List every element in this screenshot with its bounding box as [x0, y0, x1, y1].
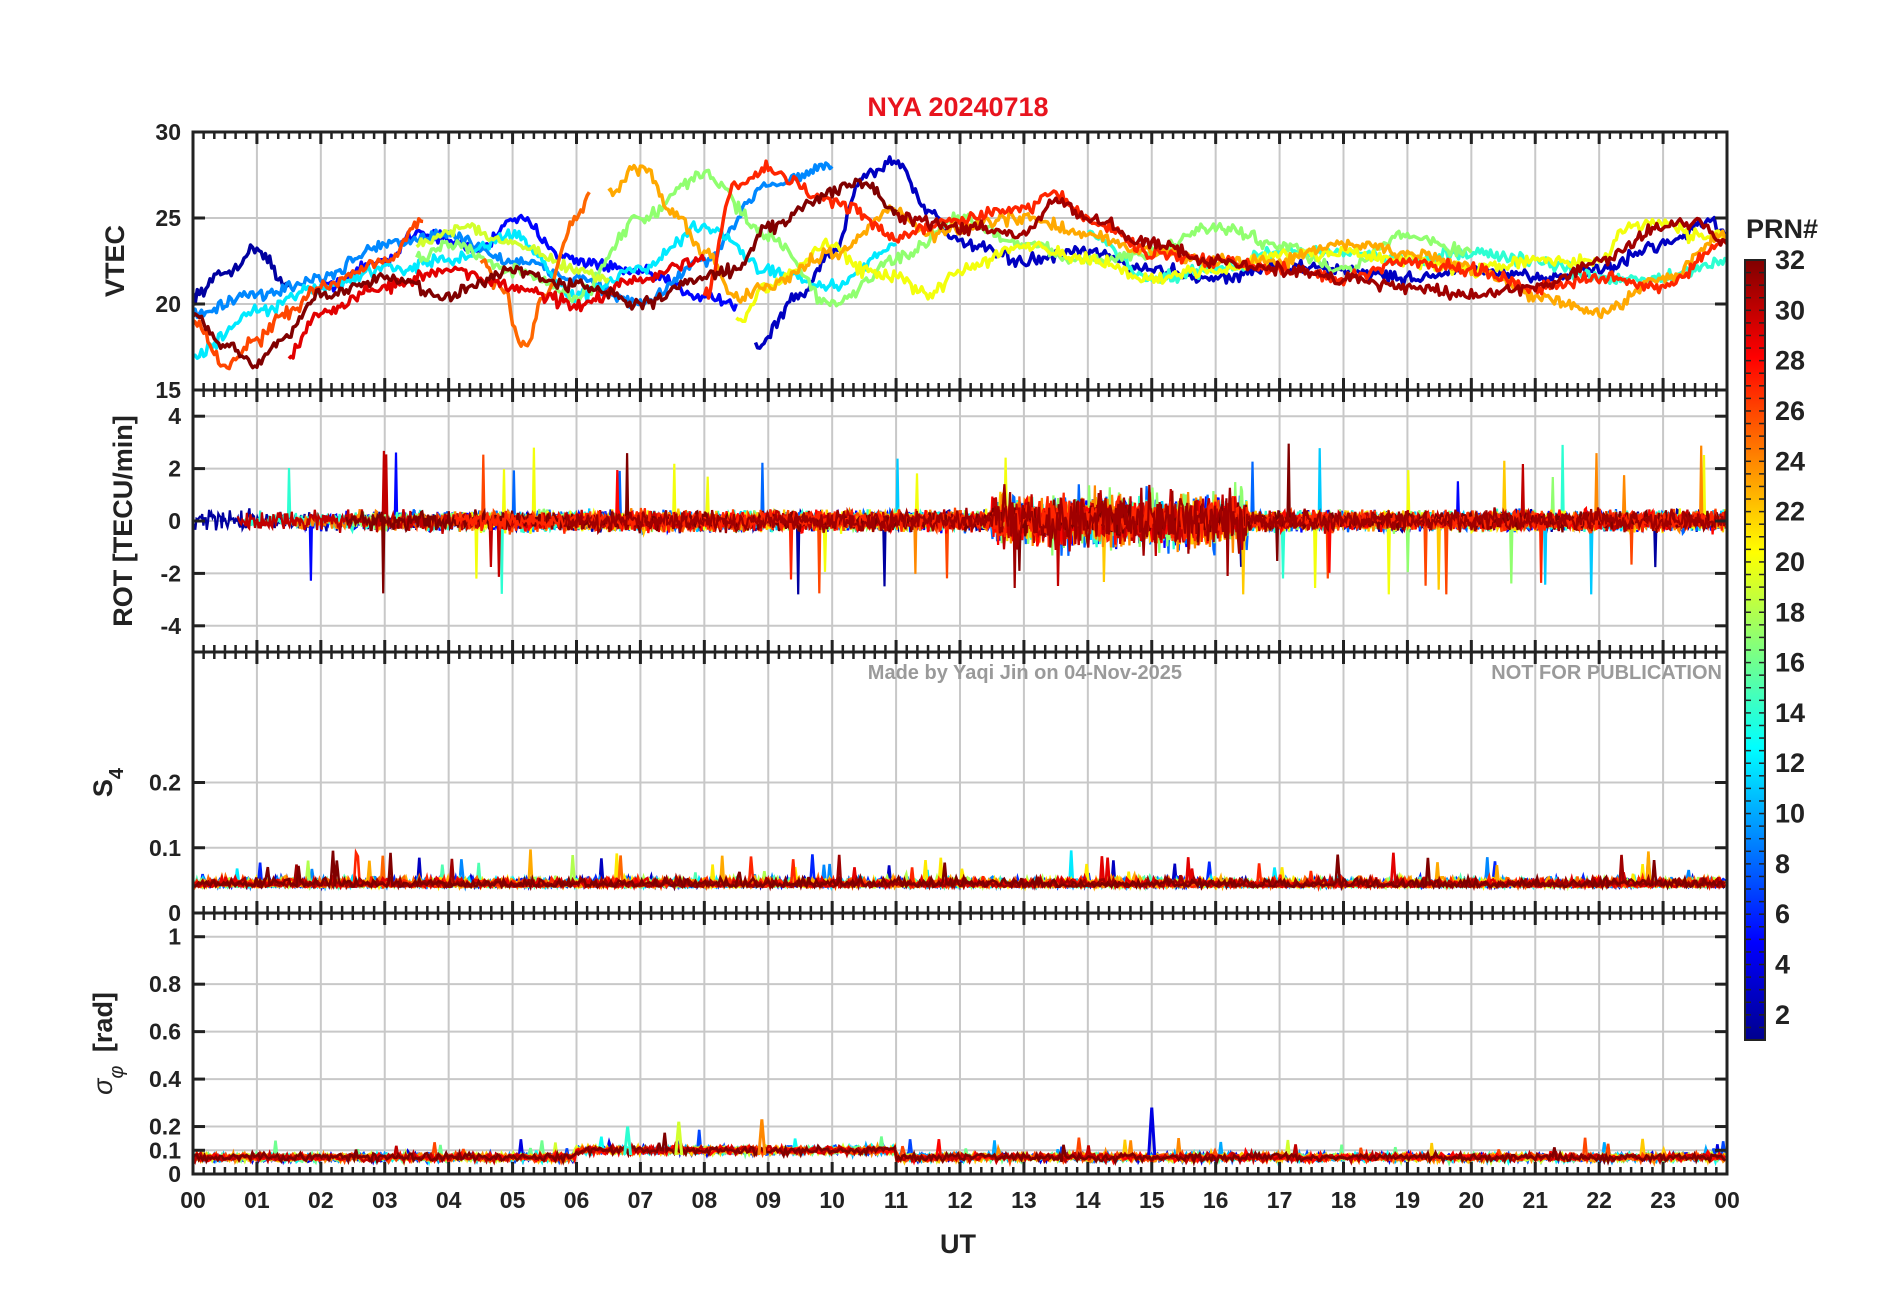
x-tick-label: 00: [1714, 1187, 1740, 1213]
x-tick-label: 01: [244, 1187, 270, 1213]
watermark-author: Made by Yaqi Jin on 04-Nov-2025: [868, 662, 1182, 684]
x-tick-label: 00: [180, 1187, 206, 1213]
y-tick-label: 20: [155, 291, 181, 317]
y-tick-label: 25: [155, 205, 181, 231]
sigma-phi-spike: [623, 1126, 633, 1156]
sigma-phi-series-prn-32: [193, 1132, 1727, 1167]
x-tick-label: 05: [500, 1187, 526, 1213]
x-tick-label: 20: [1459, 1187, 1485, 1213]
y-tick-label: -4: [161, 613, 182, 639]
s4-series-prn-32: [193, 850, 1726, 892]
y-axis-label-rot: ROT [TECU/min]: [108, 415, 138, 626]
y-tick-label: 0.1: [149, 1137, 181, 1163]
colorbar-tick-label: 22: [1775, 497, 1805, 527]
colorbar-tick-label: 26: [1775, 396, 1805, 426]
colorbar-tick-label: 20: [1775, 547, 1805, 577]
vtec-series-prn-19: [415, 222, 610, 284]
x-tick-label: 07: [628, 1187, 654, 1213]
y-tick-label: 0: [168, 508, 181, 534]
colorbar-tick-label: 16: [1775, 648, 1805, 678]
x-tick-label: 09: [755, 1187, 781, 1213]
sigma-phi-spike: [674, 1121, 684, 1156]
y-tick-label: 0.2: [149, 770, 181, 796]
y-tick-label: 30: [155, 119, 181, 145]
watermark-notice: NOT FOR PUBLICATION: [1491, 662, 1722, 684]
vtec-plot-area: [193, 155, 1727, 371]
colorbar-tick-label: 10: [1775, 799, 1805, 829]
vtec-series-prn-31: [895, 196, 1727, 301]
axes-frame: [191, 911, 1729, 1176]
x-axis-label: UT: [940, 1229, 976, 1259]
y-tick-label: 1: [168, 924, 181, 950]
chart-title: NYA 20240718: [867, 92, 1048, 122]
sigma-phi-plot-area: [193, 1107, 1727, 1168]
sigma-phi-spike: [757, 1119, 767, 1156]
x-tick-label: 04: [436, 1187, 462, 1213]
x-tick-label: 19: [1395, 1187, 1421, 1213]
y-tick-label: 0: [168, 1161, 181, 1187]
y-axis-label-vtec: VTEC: [100, 225, 130, 297]
colorbar-tick-label: 6: [1775, 899, 1790, 929]
colorbar-tick-label: 2: [1775, 1000, 1790, 1030]
rot-plot-area: [193, 443, 1727, 595]
y-tick-label: 0.4: [149, 1066, 181, 1092]
y-tick-label: 4: [168, 403, 181, 429]
rot-series-prn-31: [563, 484, 1727, 589]
y-tick-label: 0.1: [149, 835, 181, 861]
x-tick-label: 15: [1139, 1187, 1165, 1213]
s4-plot-area: [193, 848, 1727, 892]
s4-panel: 0 0.1 0.2 S4: [88, 650, 1729, 926]
y-tick-label: 2: [168, 456, 181, 482]
colorbar-tick-label: 12: [1775, 748, 1805, 778]
colorbar-tick-label: 14: [1775, 698, 1805, 728]
x-tick-label: 16: [1203, 1187, 1229, 1213]
y-tick-label: -2: [161, 560, 181, 586]
x-tick-label: 14: [1075, 1187, 1101, 1213]
x-tick-label: 21: [1522, 1187, 1548, 1213]
y-tick-label: 0: [168, 900, 181, 926]
vtec-series-prn-32: [193, 177, 898, 370]
x-tick-label: 10: [819, 1187, 845, 1213]
x-tick-label: 12: [947, 1187, 973, 1213]
x-tick-label: 23: [1650, 1187, 1676, 1213]
vtec-series-prn-23: [607, 163, 1727, 320]
vtec-series-prn-20: [735, 217, 1727, 324]
y-axis-label-sigma-phi: σφ [rad]: [88, 992, 128, 1095]
x-tick-label: 22: [1586, 1187, 1612, 1213]
colorbar-tick-label: 28: [1775, 346, 1805, 376]
x-tick-label: 08: [692, 1187, 718, 1213]
y-tick-label: 0.6: [149, 1019, 181, 1045]
x-tick-label: 13: [1011, 1187, 1037, 1213]
y-tick-label: 0.8: [149, 971, 181, 997]
y-tick-label: 0.2: [149, 1114, 181, 1140]
x-tick-label: 03: [372, 1187, 398, 1213]
x-tick-label: 18: [1331, 1187, 1357, 1213]
colorbar-tick-label: 4: [1775, 950, 1790, 980]
vtec-series-prn-29: [287, 253, 706, 360]
colorbar-title: PRN#: [1746, 214, 1818, 244]
colorbar-tick-label: 32: [1775, 245, 1805, 275]
y-tick-label: 15: [155, 377, 181, 403]
colorbar-tick-label: 8: [1775, 849, 1790, 879]
x-tick-label: 06: [564, 1187, 590, 1213]
vtec-series-prn-26: [193, 217, 424, 371]
vtec-panel: 15 20 25 30 VTEC: [100, 119, 1729, 403]
x-axis-tick-labels: 00 01 02 03 04 05 06 07 08 09 10 11 12 13 14 15 16 17 18 19…: [180, 1187, 1740, 1213]
sigma-phi-panel: 00.10.2 0.4 0.6 0.8 1 σφ [rad]: [88, 911, 1729, 1187]
x-tick-label: 11: [884, 1187, 909, 1213]
x-tick-label: 17: [1267, 1187, 1293, 1213]
vtec-series-prn-2: [193, 243, 291, 306]
rot-panel: -4 -2 0 2 4 ROT [TECU/min]: [108, 388, 1729, 654]
x-tick-label: 02: [308, 1187, 334, 1213]
sigma-phi-spike: [1147, 1107, 1157, 1156]
colorbar-tick-label: 24: [1775, 446, 1805, 476]
colorbar-tick-label: 30: [1775, 295, 1805, 325]
y-axis-label-s4: S4: [88, 767, 128, 797]
colorbar-tick-label: 18: [1775, 597, 1805, 627]
